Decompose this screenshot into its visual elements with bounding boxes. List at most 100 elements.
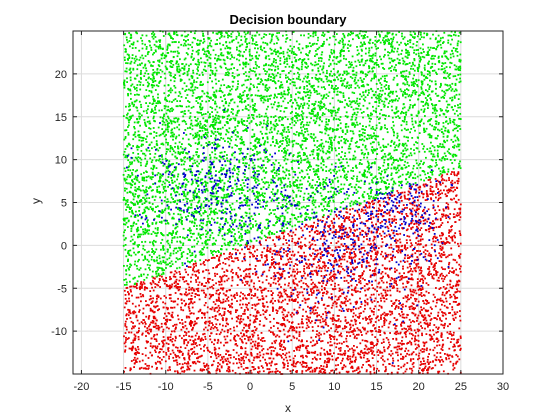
- red-point: [448, 261, 451, 264]
- green-point: [322, 199, 325, 202]
- red-point: [169, 336, 172, 339]
- red-point: [389, 253, 392, 256]
- green-point: [380, 95, 382, 98]
- green-point: [258, 66, 260, 68]
- green-point: [349, 147, 352, 150]
- red-point: [355, 358, 357, 361]
- green-point: [282, 130, 285, 133]
- green-point: [151, 195, 154, 198]
- red-point: [406, 296, 409, 299]
- red-point: [251, 333, 254, 336]
- green-point: [209, 194, 212, 197]
- red-point: [330, 220, 333, 222]
- green-point: [299, 132, 302, 135]
- red-point: [452, 216, 455, 219]
- red-point: [459, 337, 462, 339]
- red-point: [319, 319, 321, 322]
- green-point: [180, 151, 183, 154]
- green-point: [436, 109, 438, 112]
- green-point: [136, 169, 138, 172]
- red-point: [439, 182, 441, 185]
- green-point: [439, 145, 441, 148]
- red-point: [223, 335, 226, 338]
- red-point: [372, 293, 375, 296]
- red-point: [230, 284, 233, 287]
- red-point: [190, 288, 192, 291]
- green-point: [138, 244, 140, 246]
- green-point: [423, 67, 426, 69]
- green-point: [210, 174, 213, 177]
- green-point: [374, 39, 377, 42]
- red-point: [324, 369, 326, 372]
- red-point: [395, 319, 398, 322]
- red-point: [156, 333, 158, 336]
- red-point: [407, 294, 409, 297]
- green-point: [127, 182, 129, 185]
- red-point: [325, 284, 328, 286]
- red-point: [157, 328, 160, 331]
- green-point: [288, 200, 290, 203]
- green-point: [441, 171, 444, 174]
- red-point: [356, 333, 358, 336]
- green-point: [377, 47, 379, 49]
- green-point: [302, 96, 304, 99]
- green-point: [384, 185, 387, 188]
- red-point: [204, 316, 206, 319]
- red-point: [445, 317, 447, 320]
- green-point: [218, 159, 221, 162]
- green-point: [182, 244, 184, 246]
- green-point: [332, 169, 335, 172]
- green-point: [176, 250, 179, 253]
- green-point: [140, 189, 142, 192]
- green-point: [335, 172, 337, 175]
- red-point: [352, 312, 355, 315]
- green-point: [206, 50, 208, 53]
- red-point: [459, 216, 462, 219]
- red-point: [153, 305, 155, 308]
- red-point: [254, 257, 257, 260]
- green-point: [248, 53, 251, 56]
- red-point: [439, 318, 442, 321]
- red-point: [277, 236, 280, 239]
- green-point: [211, 86, 214, 89]
- red-point: [360, 208, 363, 211]
- red-point: [400, 353, 402, 356]
- green-point: [353, 158, 356, 161]
- red-point: [447, 203, 450, 206]
- red-point: [292, 300, 295, 302]
- green-point: [156, 190, 158, 192]
- green-point: [454, 105, 456, 107]
- green-point: [153, 252, 155, 255]
- red-point: [312, 339, 315, 342]
- red-point: [349, 213, 352, 215]
- red-point: [325, 274, 328, 276]
- green-point: [400, 112, 402, 115]
- green-point: [227, 71, 229, 74]
- green-point: [378, 102, 381, 104]
- green-point: [264, 140, 267, 143]
- red-point: [218, 256, 221, 259]
- green-point: [401, 32, 403, 35]
- green-point: [179, 258, 181, 260]
- green-point: [143, 279, 146, 281]
- green-point: [272, 135, 274, 138]
- green-point: [215, 90, 218, 93]
- red-point: [184, 268, 187, 271]
- green-point: [180, 209, 183, 212]
- red-point: [358, 213, 360, 216]
- green-point: [360, 48, 363, 51]
- red-point: [153, 338, 156, 340]
- green-point: [297, 176, 299, 179]
- red-point: [198, 344, 201, 346]
- red-point: [310, 336, 313, 339]
- green-point: [334, 38, 337, 41]
- green-point: [431, 171, 433, 174]
- red-point: [415, 184, 417, 187]
- red-point: [422, 279, 425, 282]
- red-point: [409, 239, 412, 242]
- green-point: [352, 108, 355, 111]
- red-point: [432, 349, 435, 352]
- green-point: [183, 65, 186, 68]
- green-point: [270, 94, 272, 97]
- green-point: [328, 136, 331, 139]
